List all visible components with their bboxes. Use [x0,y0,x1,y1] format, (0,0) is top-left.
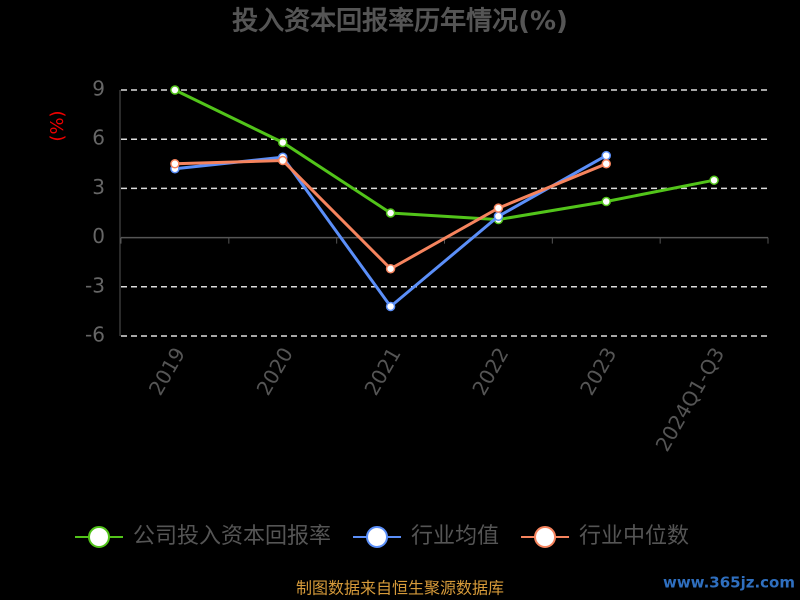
data-point [170,85,180,95]
data-point [385,264,396,274]
data-point [601,159,611,169]
data-point [601,150,611,161]
data-point [601,196,611,207]
source-note: 制图数据来自恒生聚源数据库 [296,579,504,598]
series-line [174,88,715,222]
legend-marker [534,526,557,548]
y-tick-label: 6 [92,126,105,150]
data-point [170,159,180,169]
chart-title: 投入资本回报率历年情况(%) [232,6,568,37]
legend-marker [88,526,110,548]
y-tick-label: -6 [85,323,105,347]
data-point [278,155,288,166]
data-point [709,175,719,185]
data-point [278,137,288,148]
legend-label: 行业均值 [411,524,499,549]
y-tick-label: 0 [92,224,105,248]
y-tick-label: 3 [92,175,105,199]
y-tick-label: -3 [85,273,105,297]
data-point [385,301,396,312]
data-point [493,211,504,222]
legend-label: 行业中位数 [579,524,689,549]
data-point [493,203,504,213]
data-point [385,208,396,218]
legend-label: 公司投入资本回报率 [133,524,331,549]
legend-marker [366,526,389,548]
y-tick-label: 9 [92,77,105,101]
y-axis-label: (%) [47,110,68,141]
watermark: www.365jz.com [663,574,795,592]
